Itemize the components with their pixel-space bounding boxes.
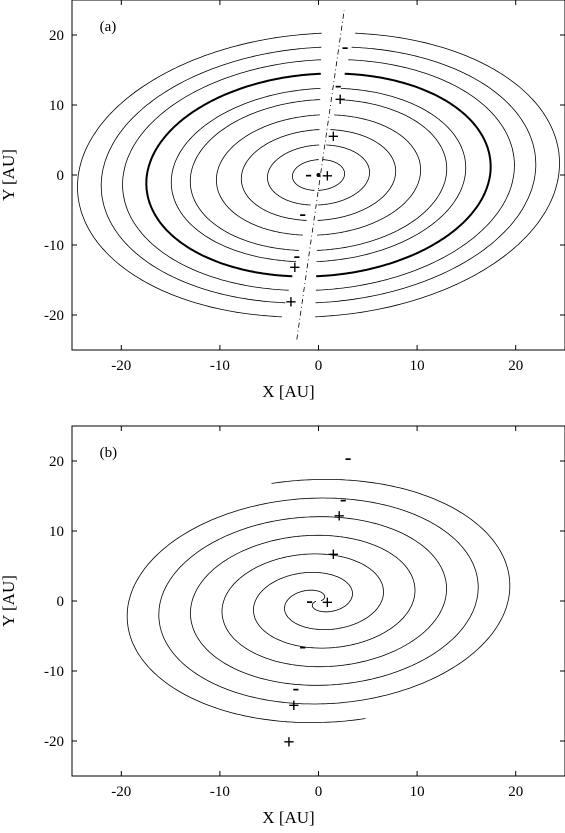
y-tick-label: 0 — [57, 594, 65, 610]
sign-annotation: - — [293, 245, 300, 267]
x-tick-label: -20 — [111, 358, 131, 374]
x-tick-label: 10 — [410, 358, 425, 374]
highlighted-loop — [316, 72, 492, 278]
orbit-curve — [315, 46, 537, 304]
y-tick-label: 10 — [49, 524, 64, 540]
highlighted-loop — [145, 72, 321, 278]
orbit-curve — [317, 144, 371, 206]
x-tick-label: 20 — [508, 358, 523, 374]
x-tick-label: -20 — [111, 784, 131, 800]
spiral-arm-2 — [126, 497, 479, 723]
sign-annotation: - — [305, 163, 312, 185]
orbit-curve — [100, 46, 322, 304]
orbit-curve — [122, 59, 322, 291]
y-tick-label: 10 — [49, 98, 64, 114]
plot-frame — [71, 425, 565, 777]
panel-label: (b) — [100, 445, 118, 461]
sign-annotation: + — [334, 89, 345, 111]
orbit-curve — [315, 32, 560, 318]
x-axis-label: X [AU] — [262, 382, 314, 401]
plot-area — [77, 10, 560, 340]
x-tick-label: -10 — [210, 358, 230, 374]
sign-annotation: + — [334, 505, 345, 527]
sign-annotation: - — [299, 203, 306, 225]
sign-annotation: - — [292, 678, 299, 700]
orbit-curve — [318, 159, 345, 191]
sign-annotation: - — [340, 489, 347, 511]
orbit-curve — [189, 99, 321, 251]
sign-annotation: - — [342, 36, 349, 58]
sign-annotation: + — [328, 544, 339, 566]
orbit-curve — [170, 88, 321, 262]
y-tick-label: -20 — [44, 308, 64, 324]
orbit-curve — [77, 32, 322, 318]
y-axis-label: Y [AU] — [0, 575, 18, 627]
central-star — [316, 173, 321, 177]
spiral-arm-1 — [158, 479, 511, 705]
x-tick-label: 10 — [410, 784, 425, 800]
y-tick-label: 20 — [49, 454, 64, 470]
y-tick-label: 0 — [57, 168, 65, 184]
plot-area — [126, 479, 511, 723]
x-tick-label: 20 — [508, 784, 523, 800]
y-tick-label: -10 — [44, 238, 64, 254]
sign-annotation: - — [335, 74, 342, 96]
orbit-curve — [317, 114, 421, 236]
sign-annotation: - — [306, 590, 313, 612]
sign-annotation: - — [299, 636, 306, 658]
orbit-curve — [216, 114, 320, 236]
orbit-curve — [266, 144, 320, 206]
orbit-curve — [316, 99, 448, 251]
orbit-curve — [315, 59, 515, 291]
sign-annotation: + — [285, 291, 296, 313]
sign-annotation: + — [283, 731, 294, 753]
y-axis-label: Y [AU] — [0, 149, 18, 201]
nodal-line — [296, 10, 345, 340]
y-tick-label: 20 — [49, 28, 64, 44]
x-tick-label: 0 — [315, 358, 323, 374]
sign-annotation: + — [288, 695, 299, 717]
y-tick-label: -10 — [44, 664, 64, 680]
x-tick-label: 0 — [315, 784, 323, 800]
panel-label: (a) — [100, 19, 117, 35]
x-tick-label: -10 — [210, 784, 230, 800]
y-tick-label: -20 — [44, 734, 64, 750]
sign-annotation: + — [328, 126, 339, 148]
sign-annotation: + — [322, 592, 333, 614]
orbit-curve — [292, 159, 319, 191]
x-axis-label: X [AU] — [262, 808, 314, 827]
orbit-curve — [317, 129, 397, 221]
sign-annotation: + — [289, 257, 300, 279]
sign-annotation: - — [345, 447, 352, 469]
sign-annotation: + — [322, 165, 333, 187]
orbit-curve — [316, 88, 467, 262]
orbit-curve — [240, 129, 320, 221]
